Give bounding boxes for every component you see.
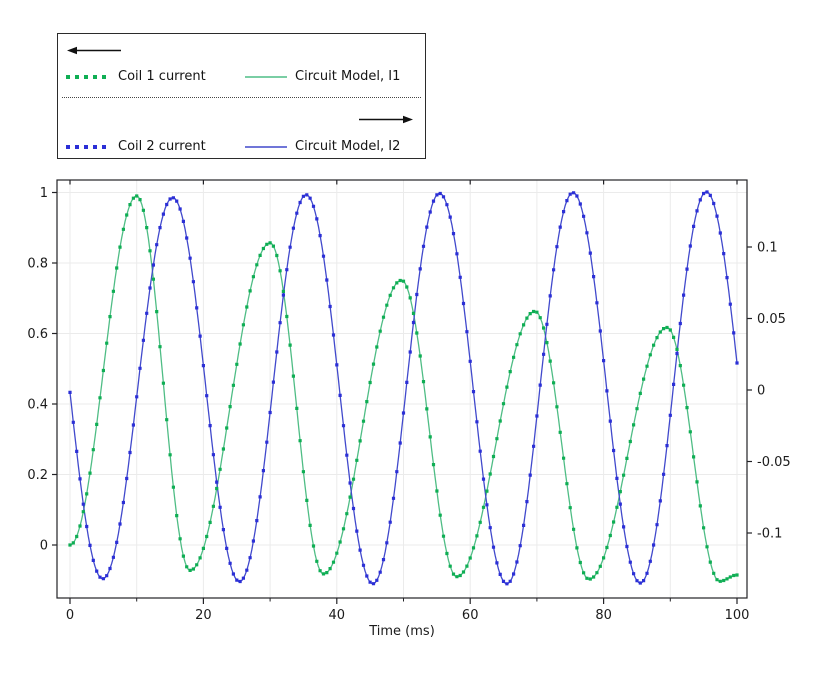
left-axis-tick-label: 0.4 (27, 398, 48, 413)
legend-label-circuit-i2: Circuit Model, I2 (295, 139, 401, 154)
right-axis-tick-label: 0.1 (757, 241, 778, 256)
coil2-dotted-swatch (66, 144, 106, 149)
x-tick-label: 0 (66, 608, 74, 623)
left-axis-tick-label: 0 (40, 539, 48, 554)
x-axis-title: Time (ms) (368, 624, 435, 639)
legend-label-circuit-i1: Circuit Model, I1 (295, 69, 401, 84)
left-axis-tick-label: 0.8 (27, 257, 48, 272)
right-axis-arrow-icon (359, 115, 413, 124)
plot-frame (56, 179, 748, 599)
circuit-model-i1-line-swatch (245, 75, 287, 78)
legend-label-coil1: Coil 1 current (118, 69, 206, 84)
right-axis-tick-label: 0.05 (757, 312, 786, 327)
x-tick-label: 60 (462, 608, 479, 623)
x-tick-label: 80 (595, 608, 612, 623)
right-axis-tick-label: 0 (757, 384, 765, 399)
circuit-model-i2-line-swatch (245, 145, 287, 148)
x-tick-label: 100 (725, 608, 750, 623)
legend-row-coil1: Coil 1 current Circuit Model, I1 (66, 69, 400, 84)
x-tick-label: 20 (195, 608, 212, 623)
left-axis-tick-label: 1 (40, 186, 48, 201)
right-axis-tick-label: -0.1 (757, 527, 782, 542)
left-axis-arrow-icon (67, 46, 121, 55)
legend-box: Coil 1 current Circuit Model, I1 Coi (57, 33, 426, 159)
left-axis-tick-label: 0.6 (27, 327, 48, 342)
x-tick-label: 40 (329, 608, 346, 623)
left-axis-tick-label: 0.2 (27, 468, 48, 483)
legend-divider (62, 97, 421, 98)
right-axis-tick-label: -0.05 (757, 455, 791, 470)
legend-row-coil2: Coil 2 current Circuit Model, I2 (66, 139, 400, 154)
legend-label-coil2: Coil 2 current (118, 139, 206, 154)
coil1-dotted-swatch (66, 74, 106, 79)
